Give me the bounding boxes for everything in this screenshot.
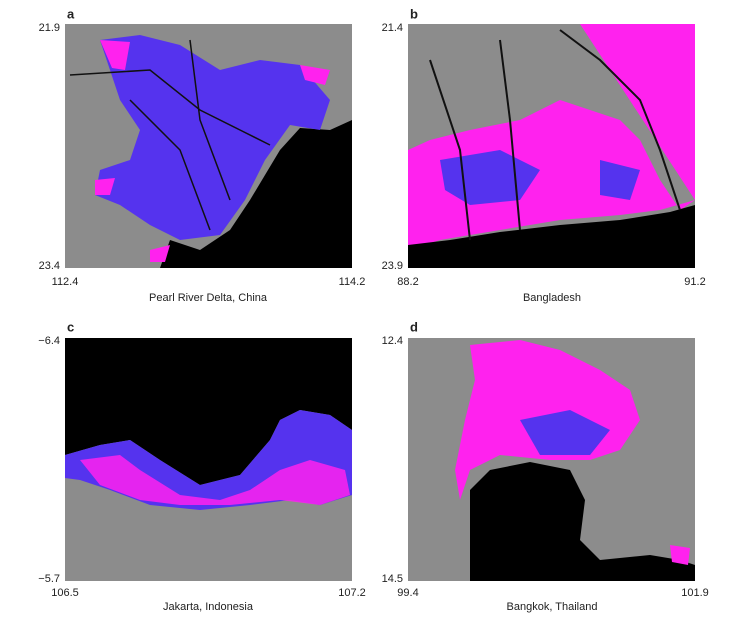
inundation-blue (440, 150, 640, 205)
caption: Bangladesh (523, 292, 581, 304)
caption: Jakarta, Indonesia (163, 601, 254, 613)
panel-letter: a (67, 6, 75, 21)
inundation-blue (520, 410, 610, 455)
map-panel: c −6.4 −5.7 106.5 107.2 Jakarta, Indones… (38, 319, 365, 612)
sea (160, 120, 352, 268)
lat-bottom: 14.5 (382, 573, 403, 585)
rivers (429, 29, 681, 241)
inundation-blue (95, 35, 330, 240)
lat-bottom: 23.4 (39, 260, 60, 272)
lat-bottom: 23.9 (382, 260, 403, 272)
lat-top: 21.9 (39, 22, 60, 34)
lon-left: 112.4 (52, 276, 79, 288)
lon-right: 114.2 (339, 276, 366, 288)
lat-top: −6.4 (38, 335, 60, 347)
lat-bottom: −5.7 (38, 573, 60, 585)
lon-left: 106.5 (51, 587, 79, 599)
sea (470, 462, 695, 581)
panel-letter: d (410, 319, 418, 334)
caption: Pearl River Delta, China (149, 292, 268, 304)
inundation-magenta (80, 455, 350, 505)
lon-right: 107.2 (338, 587, 366, 599)
lon-left: 99.4 (397, 587, 418, 599)
lon-left: 88.2 (397, 276, 418, 288)
rivers (69, 39, 271, 231)
sea (408, 205, 695, 268)
lon-right: 91.2 (684, 276, 705, 288)
panel-letter: b (410, 6, 418, 21)
inundation-magenta (95, 40, 330, 262)
caption: Bangkok, Thailand (507, 601, 598, 613)
map-panel: d 12.4 14.5 99.4 101.9 Bangkok, Thailand (382, 319, 709, 612)
panel-letter: c (67, 319, 74, 334)
map-panel: b 21.4 23.9 88.2 91.2 Bangladesh (382, 6, 706, 303)
lat-top: 21.4 (382, 22, 403, 34)
lon-right: 101.9 (681, 587, 709, 599)
inundation-magenta (670, 545, 690, 565)
map-panel: a 21.9 23.4 112.4 114.2 Pearl River Delt… (39, 6, 366, 303)
lat-top: 12.4 (382, 335, 403, 347)
